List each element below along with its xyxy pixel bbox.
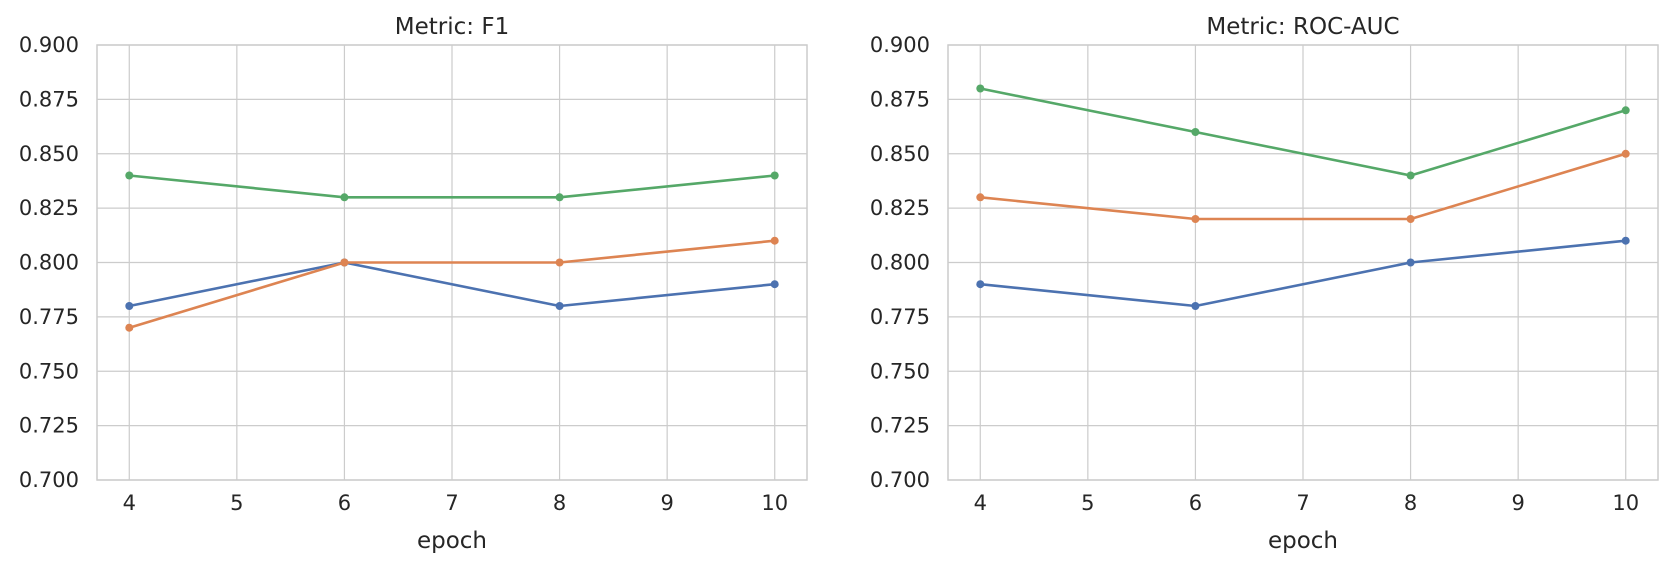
x-tick-label: 9 <box>1511 491 1524 515</box>
data-point-series-orange <box>125 323 134 332</box>
y-tick-label: 0.800 <box>870 251 930 275</box>
y-tick-label: 0.750 <box>19 359 79 383</box>
x-tick-label: 8 <box>553 491 566 515</box>
x-tick-label: 5 <box>1081 491 1094 515</box>
data-point-series-green <box>555 193 564 202</box>
y-tick-label: 0.875 <box>19 87 79 111</box>
x-tick-label: 9 <box>660 491 673 515</box>
x-axis-title: epoch <box>1268 528 1338 554</box>
data-point-series-green <box>1191 128 1200 136</box>
data-point-series-orange <box>1406 215 1415 223</box>
x-tick-label: 5 <box>230 491 243 515</box>
chart-title: Metric: ROC-AUC <box>1206 14 1399 40</box>
y-tick-label: 0.875 <box>870 87 930 111</box>
y-tick-label: 0.825 <box>19 196 79 220</box>
data-line-series-green <box>129 174 775 199</box>
plot-area: 4 5 6 7 8 9 10 0.700 0.725 0.750 0.775 0.800 0.825 0.… <box>870 33 1659 515</box>
x-tick-label: 6 <box>338 491 351 515</box>
data-point-series-orange <box>340 258 349 267</box>
x-tick-label: 7 <box>445 491 458 515</box>
x-tick-label: 4 <box>974 491 987 515</box>
data-point-series-blue <box>770 280 779 289</box>
data-point-series-green <box>976 84 985 93</box>
data-line-series-orange <box>980 152 1627 221</box>
data-line-series-blue <box>980 239 1626 308</box>
x-tick-label: 7 <box>1296 491 1309 515</box>
data-point-series-orange <box>1621 149 1630 158</box>
y-tick-label: 0.700 <box>19 468 79 492</box>
x-tick-label: 8 <box>1404 491 1417 515</box>
y-tick-label: 0.725 <box>870 414 930 438</box>
y-tick-label: 0.850 <box>870 142 930 166</box>
x-tick-label: 10 <box>761 491 788 515</box>
y-tick-label: 0.850 <box>19 142 79 166</box>
data-point-series-blue <box>1621 236 1630 245</box>
chart-f1: Metric: F1 4 5 6 7 8 9 10 0.700 0.725 0.750 0.775 0… <box>19 14 808 554</box>
data-line-series-orange <box>128 239 775 329</box>
data-point-series-green <box>1406 171 1415 180</box>
plot-border <box>947 44 1659 481</box>
x-tick-label: 4 <box>123 491 136 515</box>
chart-roc-auc: Metric: ROC-AUC 4 5 6 7 8 9 10 0.700 0.725 0.750 0… <box>870 14 1659 554</box>
data-point-series-blue <box>1406 258 1415 267</box>
data-point-series-orange <box>770 236 779 245</box>
x-tick-label: 6 <box>1189 491 1202 515</box>
x-axis-title: epoch <box>417 528 487 554</box>
y-tick-label: 0.725 <box>19 414 79 438</box>
chart-title: Metric: F1 <box>395 14 509 40</box>
y-tick-label: 0.700 <box>870 468 930 492</box>
data-point-series-blue <box>555 302 564 310</box>
plot-area: 4 5 6 7 8 9 10 0.700 0.725 0.750 0.775 0.800 0.825 0.… <box>19 33 808 515</box>
y-tick-label: 0.900 <box>870 33 930 57</box>
data-line-series-blue <box>129 261 775 308</box>
y-tick-label: 0.775 <box>19 305 79 329</box>
data-point-series-orange <box>1191 215 1200 223</box>
y-tick-label: 0.825 <box>870 196 930 220</box>
data-point-series-green <box>125 171 134 180</box>
plot-border <box>96 44 808 481</box>
data-point-series-blue <box>125 302 134 310</box>
data-point-series-green <box>770 171 779 180</box>
data-point-series-orange <box>976 193 985 202</box>
data-point-series-green <box>1621 106 1630 115</box>
y-tick-label: 0.750 <box>870 359 930 383</box>
y-tick-label: 0.900 <box>19 33 79 57</box>
data-line-series-green <box>980 87 1627 177</box>
x-tick-label: 10 <box>1612 491 1639 515</box>
data-point-series-blue <box>1191 302 1200 310</box>
data-point-series-orange <box>555 258 564 267</box>
data-point-series-green <box>340 193 349 202</box>
data-point-series-blue <box>976 280 985 289</box>
y-tick-label: 0.775 <box>870 305 930 329</box>
y-tick-label: 0.800 <box>19 251 79 275</box>
